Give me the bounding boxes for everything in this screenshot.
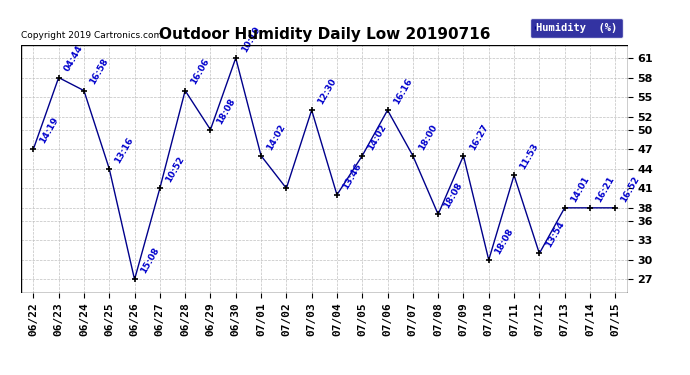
Text: 04:44: 04:44 [63, 44, 85, 74]
Text: 18:08: 18:08 [493, 226, 515, 256]
Text: Copyright 2019 Cartronics.com: Copyright 2019 Cartronics.com [21, 31, 162, 40]
Text: 18:08: 18:08 [215, 96, 237, 126]
Bar [21, 45, 628, 292]
Text: 16:58: 16:58 [88, 57, 110, 86]
Text: 12:30: 12:30 [316, 77, 338, 106]
Text: 16:27: 16:27 [468, 122, 490, 152]
Text: 13:54: 13:54 [544, 220, 566, 249]
Text: 10:52: 10:52 [164, 155, 186, 184]
Text: 14:19: 14:19 [37, 116, 60, 145]
Text: 11:53: 11:53 [518, 142, 540, 171]
Text: 16:21: 16:21 [594, 174, 616, 204]
Text: 16:06: 16:06 [189, 57, 211, 86]
Text: 18:08: 18:08 [442, 181, 464, 210]
Text: 16:52: 16:52 [620, 174, 642, 204]
Text: 14:01: 14:01 [569, 174, 591, 204]
Title: Outdoor Humidity Daily Low 20190716: Outdoor Humidity Daily Low 20190716 [159, 27, 490, 42]
Text: 18:00: 18:00 [417, 123, 439, 152]
Text: 10:19: 10:19 [240, 25, 262, 54]
Text: 13:16: 13:16 [113, 135, 135, 165]
Text: 15:08: 15:08 [139, 246, 161, 275]
Legend: Humidity  (%): Humidity (%) [530, 18, 622, 39]
Text: 14:02: 14:02 [366, 122, 388, 152]
Text: 13:46: 13:46 [341, 161, 364, 190]
Text: 16:16: 16:16 [392, 76, 414, 106]
Text: 14:02: 14:02 [265, 122, 287, 152]
